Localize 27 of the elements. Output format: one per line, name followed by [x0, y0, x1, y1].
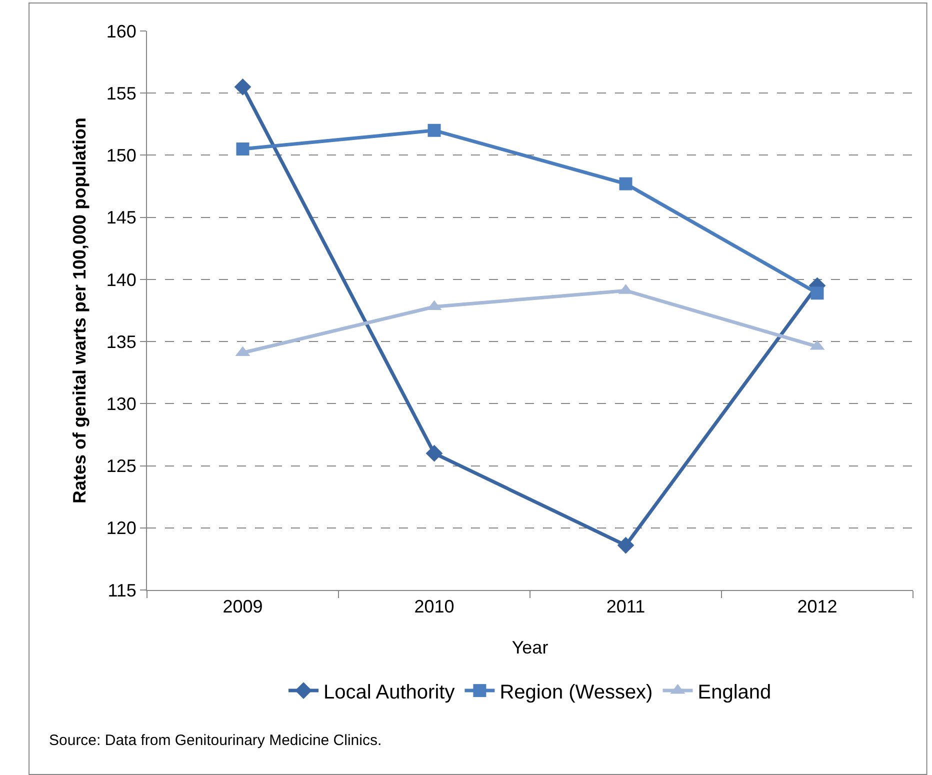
point: [810, 286, 824, 300]
point: [234, 78, 252, 96]
y-tick-label: 140: [106, 270, 136, 290]
y-tick-label: 120: [106, 518, 136, 538]
y-tick-label: 155: [106, 83, 136, 104]
legend-label: England: [698, 681, 772, 704]
x-axis-title: Year: [512, 638, 548, 658]
x-tick-label: 2012: [797, 596, 838, 617]
legend-label: Local Authority: [324, 681, 455, 704]
x-tick-label: 2011: [606, 596, 646, 617]
point: [617, 536, 634, 554]
y-tick-label: 115: [108, 580, 136, 600]
source-note: Source: Data from Genitourinary Medicine Clinics.: [49, 732, 382, 749]
y-tick-label: 150: [106, 146, 136, 166]
y-tick-label: 160: [106, 21, 136, 42]
x-tick-label: 2009: [222, 596, 263, 617]
legend-label: Region (Wessex): [500, 681, 653, 704]
y-tick-label: 130: [106, 394, 136, 414]
point: [426, 444, 443, 462]
y-tick-label: 135: [106, 332, 136, 352]
y-axis-title: Rates of genital warts per 100,000 population: [70, 117, 90, 504]
x-tick-label: 2010: [414, 596, 454, 617]
y-tick-label: 125: [106, 456, 136, 476]
point: [428, 124, 441, 137]
point: [236, 142, 250, 156]
point: [619, 177, 632, 190]
y-tick-label: 145: [106, 208, 136, 228]
